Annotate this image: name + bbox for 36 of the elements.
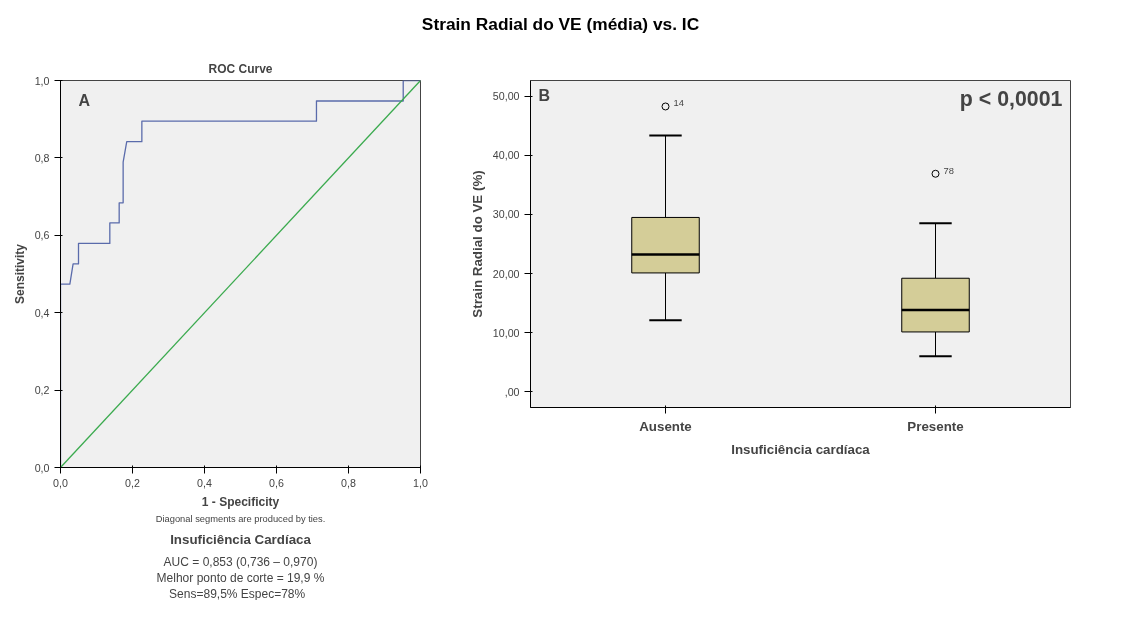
text: AUC = 0,853 (0,736 – 0,970) (163, 554, 318, 569)
y-tick-label: 0,4 (34, 306, 50, 319)
y-tick-label: 20,00 (492, 267, 520, 280)
y-tick-label: 0,0 (34, 461, 50, 474)
x-axis-title: Insuficiência cardíaca (731, 441, 871, 457)
chart-title: ROC Curve (208, 61, 273, 76)
x-axis-title: 1 - Specificity (201, 494, 280, 509)
annotation: 78 (943, 165, 954, 176)
y-tick-label: 0,2 (34, 384, 50, 397)
text: Insuficiência Cardíaca (170, 531, 312, 547)
text: Melhor ponto de corte = 19,9 % (156, 570, 325, 585)
y-tick-label: 0,8 (34, 151, 50, 164)
y-tick-label: 40,00 (492, 149, 520, 162)
x-tick-label: 0,8 (341, 476, 356, 489)
annotation: 14 (673, 98, 684, 109)
text: Sens=89,5% Espec=78% (169, 586, 306, 601)
y-tick-label: 1,0 (34, 74, 50, 87)
annotation: B (538, 87, 551, 105)
y-tick-label: 0,6 (34, 229, 50, 242)
text: Strain Radial do VE (média) vs. IC (421, 13, 700, 34)
x-tick-label: 0,6 (269, 476, 284, 489)
annotation: A (78, 92, 91, 110)
x-tick-label: 0,4 (197, 476, 212, 489)
y-tick-label: ,00 (504, 385, 520, 398)
x-tick-label: 1,0 (413, 476, 428, 489)
y-tick-label: 30,00 (492, 208, 520, 221)
y-tick-label: 10,00 (492, 326, 520, 339)
y-tick-label: 50,00 (492, 90, 520, 103)
y-axis-title: Sensitivity (12, 243, 27, 305)
x-tick-label: Ausente (639, 418, 692, 434)
x-tick-label: 0,0 (53, 476, 68, 489)
text: Diagonal segments are produced by ties. (155, 513, 326, 524)
x-tick-label: 0,2 (125, 476, 140, 489)
x-tick-label: Presente (907, 418, 964, 434)
y-axis-title: Strain Radial do VE (%) (469, 170, 485, 318)
annotation: p < 0,0001 (959, 87, 1063, 112)
